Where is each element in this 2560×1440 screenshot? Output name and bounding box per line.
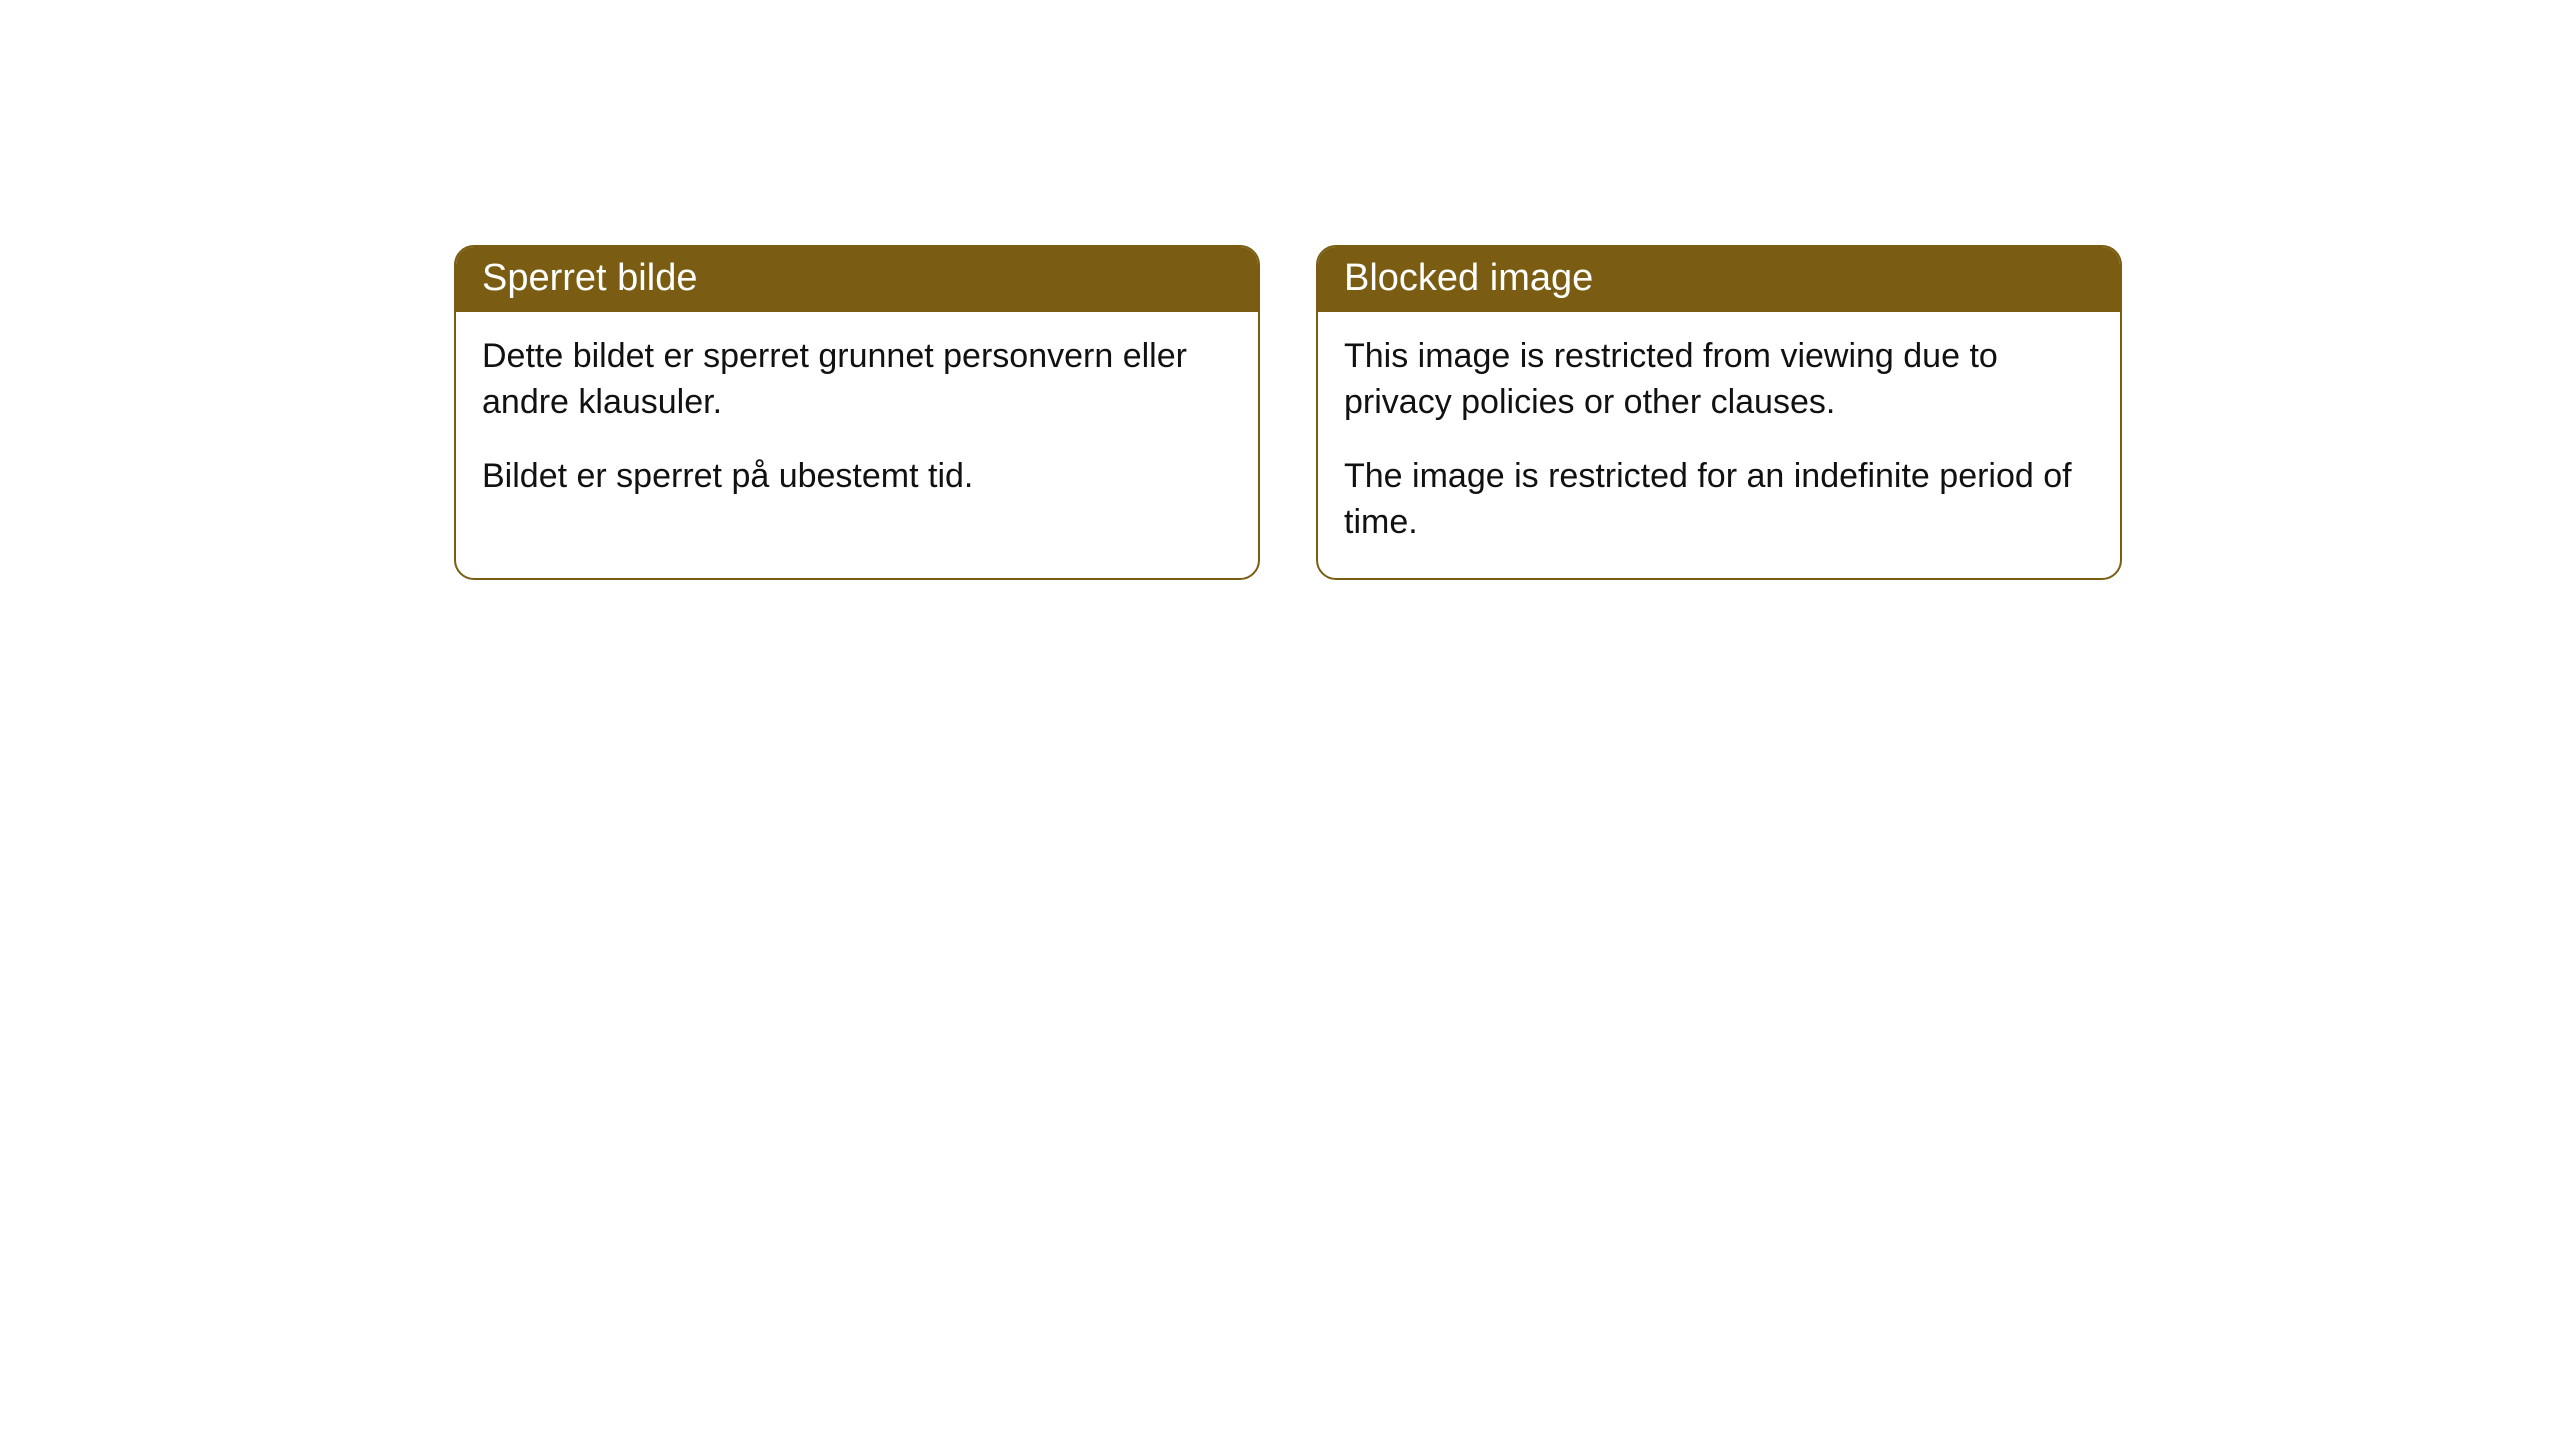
card-header: Sperret bilde bbox=[456, 247, 1258, 312]
card-body: This image is restricted from viewing du… bbox=[1318, 312, 2120, 578]
card-paragraph: This image is restricted from viewing du… bbox=[1344, 334, 2094, 426]
card-header: Blocked image bbox=[1318, 247, 2120, 312]
card-paragraph: Dette bildet er sperret grunnet personve… bbox=[482, 334, 1232, 426]
card-title: Sperret bilde bbox=[482, 257, 697, 299]
blocked-image-card-english: Blocked image This image is restricted f… bbox=[1316, 245, 2122, 580]
card-body: Dette bildet er sperret grunnet personve… bbox=[456, 312, 1258, 532]
card-paragraph: Bildet er sperret på ubestemt tid. bbox=[482, 454, 1232, 500]
notice-cards-container: Sperret bilde Dette bildet er sperret gr… bbox=[454, 245, 2122, 580]
card-title: Blocked image bbox=[1344, 257, 1593, 299]
card-paragraph: The image is restricted for an indefinit… bbox=[1344, 454, 2094, 546]
blocked-image-card-norwegian: Sperret bilde Dette bildet er sperret gr… bbox=[454, 245, 1260, 580]
